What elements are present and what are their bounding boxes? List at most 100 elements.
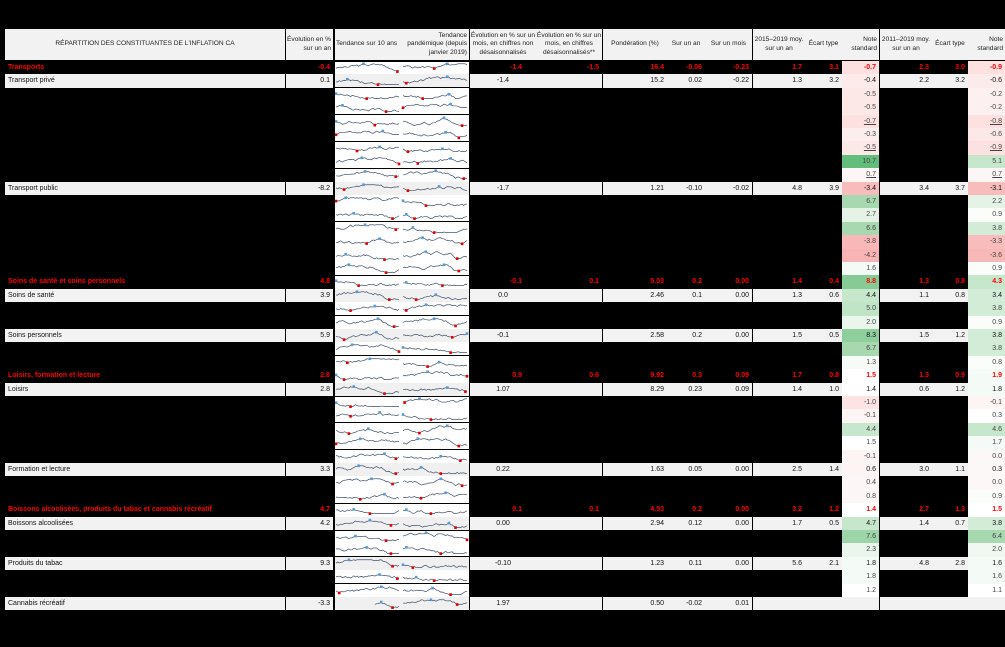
row-label[interactable]: Transports (5, 61, 285, 75)
zscore-2015-2019: -3.4 (842, 181, 879, 195)
zscore-2011-2019: 0.9 (968, 315, 1005, 329)
zscore-2011-2019: -0.2 (968, 87, 1005, 102)
sd-2011-2019-value: 1.2 (932, 329, 968, 343)
sparkline-10y (334, 449, 401, 463)
row-label[interactable]: Loisirs, formation et lecture (5, 369, 285, 383)
row-label[interactable]: Transport privé (5, 74, 285, 88)
zscore-2015-2019 (842, 597, 879, 611)
zscore-2011-2019: 3.4 (968, 288, 1005, 303)
yoy-value: 4.2 (286, 516, 333, 530)
weight-value: 0.50 (603, 597, 667, 611)
row-label[interactable]: Soins de santé (5, 288, 285, 303)
contrib-year-value: 0.1 (667, 288, 705, 303)
row-label[interactable]: Cannabis récréatif (5, 597, 285, 611)
header-title: RÉPARTITION DES CONSTITUANTES DE L'INFLA… (5, 29, 285, 60)
avg-2011-2019-value: 4.8 (880, 556, 932, 571)
zscore-2011-2019: 0.3 (968, 463, 1005, 477)
row-label[interactable]: Transport public (5, 181, 285, 195)
weight-value: 1.63 (603, 463, 667, 477)
table-row: -1.0 -0.1 (5, 396, 1005, 410)
zscore-2011-2019: 2.0 (968, 543, 1005, 557)
mom-sa-value: 0.1 (536, 503, 602, 517)
row-label[interactable]: Formation et lecture (5, 463, 285, 477)
table-row: Soins de santé et soins personnels 4.8 -0.… (5, 275, 1005, 289)
sparkline-10y (334, 583, 401, 597)
sparkline-10y (334, 516, 401, 530)
zscore-2015-2019: 0.8 (842, 489, 879, 504)
sparkline-10y (334, 543, 401, 557)
weight-value: 4.53 (603, 503, 667, 517)
yoy-value: 2.8 (286, 369, 333, 383)
zscore-2015-2019: 2.0 (842, 315, 879, 329)
zscore-2011-2019: 3.8 (968, 302, 1005, 316)
zscore-2011-2019: 3.8 (968, 329, 1005, 343)
avg-2011-2019-value: 1.5 (880, 329, 932, 343)
group-divider (334, 167, 469, 169)
table-row: 7.6 6.4 (5, 530, 1005, 544)
sparkline-10y (334, 61, 401, 75)
mom-nsa-value: 1.97 (470, 597, 536, 611)
table-row: 1.3 0.8 (5, 355, 1005, 370)
yoy-value: 5.9 (286, 329, 333, 343)
avg-2015-2019-value: 3.2 (753, 503, 805, 517)
zscore-2015-2019: 6.7 (842, 342, 879, 356)
sparkline-pandemic (401, 476, 469, 490)
table-row: Produits du tabac 9.3 -0.10 1.23 0.11 0.00 5.6… (5, 556, 1005, 571)
sparkline-10y (334, 262, 401, 276)
sparkline-10y (334, 235, 401, 249)
sparkline-10y (334, 409, 401, 423)
group-divider (334, 114, 469, 116)
table-row: -0.1 0.3 (5, 409, 1005, 423)
yoy-value: 9.3 (286, 556, 333, 571)
avg-2011-2019-value: 0.6 (880, 382, 932, 396)
mom-sa-value: -1.5 (536, 61, 602, 75)
zscore-2011-2019: 1.9 (968, 369, 1005, 383)
contrib-year-value: 0.3 (667, 369, 705, 383)
zscore-2011-2019: 0.0 (968, 449, 1005, 463)
mom-sa-value (536, 74, 602, 88)
avg-2011-2019-value: 2.7 (880, 503, 932, 517)
zscore-2011-2019: -3.1 (968, 181, 1005, 195)
table-row: Loisirs 2.8 1.07 8.29 0.23 0.09 1.4 1.0 0.6 1.2 1.… (5, 382, 1005, 396)
group-divider (334, 140, 469, 142)
zscore-2015-2019: 0.7 (842, 168, 879, 182)
sd-2011-2019-value: 0.9 (932, 369, 968, 383)
contrib-year-value: 0.23 (667, 382, 705, 396)
row-label[interactable]: Loisirs (5, 382, 285, 396)
mom-sa-value: 0.6 (536, 369, 602, 383)
contrib-month-value: -0.02 (705, 181, 752, 195)
sparkline-10y (334, 195, 401, 209)
header-contrib-month: Sur un mois (705, 29, 752, 60)
header-mom-sa: Évolution en % sur un mois, en chiffres … (536, 29, 602, 60)
sparkline-pandemic (401, 61, 469, 75)
mom-nsa-value: -0.1 (470, 275, 536, 289)
zscore-2011-2019: 1.6 (968, 570, 1005, 584)
zscore-2015-2019: 5.0 (842, 302, 879, 316)
contrib-year-value: -0.06 (667, 61, 705, 75)
zscore-2011-2019: -0.1 (968, 396, 1005, 410)
zscore-2015-2019: 1.8 (842, 556, 879, 571)
row-label[interactable]: Boissons alcoolisées (5, 516, 285, 530)
sparkline-pandemic (401, 503, 469, 517)
sparkline-pandemic (401, 87, 469, 102)
zscore-2011-2019: 5.1 (968, 154, 1005, 169)
header-zscore-2011-2019: Note standard (968, 29, 1005, 60)
avg-2011-2019-value: 1.3 (880, 369, 932, 383)
avg-2015-2019-value: 2.5 (753, 463, 805, 477)
row-label[interactable]: Soins de santé et soins personnels (5, 275, 285, 289)
sparkline-pandemic (401, 275, 469, 289)
table-row: 6.7 2.2 (5, 195, 1005, 209)
avg-2011-2019-value: 2.3 (880, 61, 932, 75)
sparkline-pandemic (401, 556, 469, 571)
row-label[interactable]: Boissons alcoolisées, produits du tabac … (5, 503, 285, 517)
sparkline-10y (334, 463, 401, 477)
sparkline-pandemic (401, 436, 469, 450)
mom-nsa-value: 0.9 (470, 369, 536, 383)
row-label[interactable]: Produits du tabac (5, 556, 285, 571)
table-row: -0.7 -0.8 (5, 114, 1005, 128)
row-label[interactable]: Soins personnels (5, 329, 285, 343)
header-contrib-year: Sur un an (667, 29, 705, 60)
weight-value: 8.29 (603, 382, 667, 396)
table-row: 0.4 0.0 (5, 476, 1005, 490)
contrib-year-value: -0.02 (667, 597, 705, 611)
